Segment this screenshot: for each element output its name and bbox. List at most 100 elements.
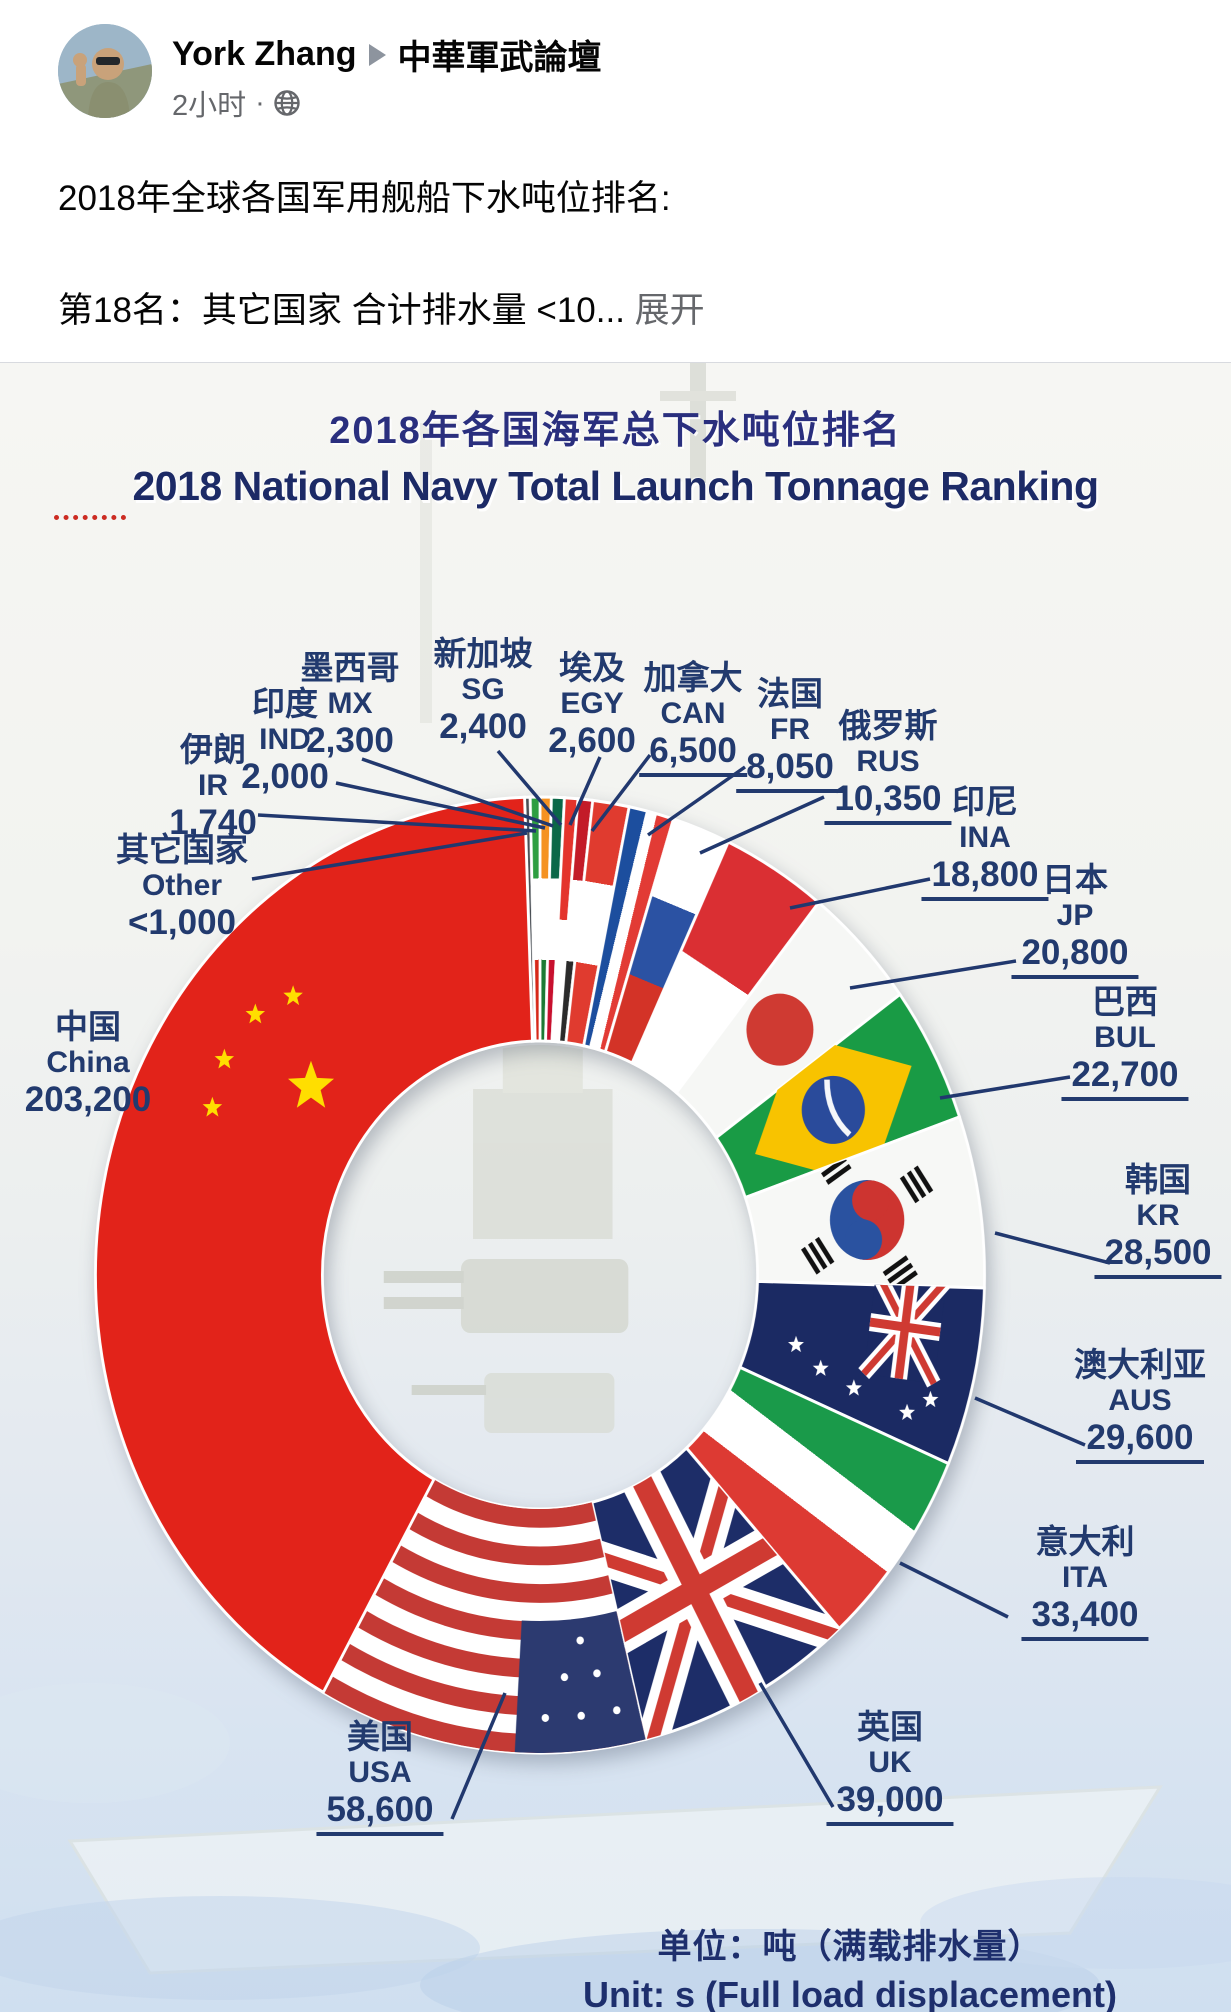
chart-label-FR: 法国 FR 8,050 xyxy=(736,675,844,793)
country-name-zh: 法国 xyxy=(757,675,823,712)
avatar[interactable] xyxy=(58,24,152,118)
chart-label-KR: 韩国 KR 28,500 xyxy=(1094,1161,1222,1279)
chart-label-INA: 印尼 INA 18,800 xyxy=(921,783,1049,901)
flag-detail-AUS xyxy=(788,1281,952,1420)
donut-ring xyxy=(94,795,986,1755)
country-value: 1,740 xyxy=(169,802,257,842)
chart-label-EGY: 埃及 EGY 2,600 xyxy=(548,649,636,761)
country-value: 28,500 xyxy=(1094,1233,1222,1279)
country-code: KR xyxy=(1136,1198,1180,1232)
leader-line-FR xyxy=(646,765,747,837)
post-time[interactable]: 2小时 xyxy=(172,90,247,122)
country-name-zh: 意大利 xyxy=(1035,1523,1135,1560)
country-code: CAN xyxy=(660,696,726,730)
leader-line-RUS xyxy=(699,795,825,855)
chart-label-USA: 美国 USA 58,600 xyxy=(316,1718,444,1836)
dot-separator: · xyxy=(255,86,265,119)
country-value: 20,800 xyxy=(1011,933,1139,979)
post-text-line2: 第18名：其它国家 合计排水量 <10... 展开 xyxy=(58,291,705,330)
country-code: BUL xyxy=(1094,1020,1156,1054)
chart-title-zh: 2018年各国海军总下水吨位排名 xyxy=(329,410,902,452)
country-name-zh: 新加坡 xyxy=(433,635,533,672)
group-name[interactable]: 中華軍武論壇 xyxy=(397,39,602,77)
country-code: EGY xyxy=(560,686,624,720)
country-code: SG xyxy=(461,672,505,706)
leader-line-IND xyxy=(335,781,546,830)
post-in-group-arrow-icon xyxy=(368,43,386,66)
country-code: INA xyxy=(959,820,1011,854)
chart-label-China: 中国 China 203,200 xyxy=(25,1008,152,1120)
leader-line-EGY xyxy=(568,756,602,826)
country-name-zh: 其它国家 xyxy=(116,831,248,868)
country-code: UK xyxy=(868,1745,912,1779)
country-code: RUS xyxy=(856,744,920,778)
leader-line-Other xyxy=(251,831,528,881)
leader-line-MX xyxy=(361,757,554,828)
chart-label-BUL: 巴西 BUL 22,700 xyxy=(1061,983,1189,1101)
unit-note-en: Unit: s (Full load displacement) xyxy=(582,1974,1118,2012)
flag-detail-USA xyxy=(323,1479,646,1753)
country-value: 22,700 xyxy=(1061,1055,1189,1101)
leader-line-IR xyxy=(257,813,537,833)
donut-chart-canvas xyxy=(0,363,1231,2012)
see-more-link[interactable]: 展开 xyxy=(634,291,705,330)
author-name[interactable]: York Zhang xyxy=(172,35,357,73)
country-code: IR xyxy=(198,768,228,802)
country-name-zh: 英国 xyxy=(857,1708,923,1745)
unit-note-zh: 单位：吨（满载排水量） xyxy=(657,1928,1043,1966)
country-name-zh: 加拿大 xyxy=(643,659,743,696)
leader-line-INA xyxy=(789,877,931,910)
country-value: <1,000 xyxy=(127,902,237,942)
unit-note: 单位：吨（满载排水量） Unit: s (Full load displacem… xyxy=(460,1919,1231,2012)
chart-label-IND: 印度 IND 2,000 xyxy=(241,685,329,797)
globe-icon xyxy=(274,90,300,116)
chart-label-IR: 伊朗 IR 1,740 xyxy=(169,731,257,843)
ship-sketch-decoration xyxy=(0,363,1231,2012)
country-name-zh: 印度 xyxy=(252,685,318,722)
country-code: AUS xyxy=(1108,1383,1172,1417)
leader-line-KR xyxy=(994,1231,1111,1265)
leader-line-UK xyxy=(758,1682,835,1808)
country-value: 2,600 xyxy=(548,720,636,760)
leader-line-AUS xyxy=(974,1396,1086,1447)
country-name-zh: 墨西哥 xyxy=(300,649,400,686)
country-value: 29,600 xyxy=(1074,1418,1206,1464)
country-value: 2,000 xyxy=(241,756,329,796)
country-value: 2,300 xyxy=(306,720,394,760)
chart-label-JP: 日本 JP 20,800 xyxy=(1011,861,1139,979)
chart-label-MX: 墨西哥 MX 2,300 xyxy=(301,649,400,761)
chart-label-Other: 其它国家 Other <1,000 xyxy=(116,831,248,943)
post-text-line1: 2018年全球各国军用舰船下水吨位排名: xyxy=(58,179,671,218)
country-value: 58,600 xyxy=(316,1790,444,1836)
leader-line-CAN xyxy=(590,753,652,833)
avatar-photo xyxy=(58,24,152,118)
country-code: IND xyxy=(259,722,311,756)
country-value: 10,350 xyxy=(824,779,952,825)
chart-label-AUS: 澳大利亚 AUS 29,600 xyxy=(1074,1346,1206,1464)
country-code: FR xyxy=(770,712,810,746)
flag-detail-JP xyxy=(746,993,814,1066)
leader-line-BUL xyxy=(939,1075,1071,1100)
country-value: 2,400 xyxy=(439,706,527,746)
post-image-chart[interactable]: 2018年各国海军总下水吨位排名 2018 National Navy Tota… xyxy=(0,362,1231,2012)
leader-line-ITA xyxy=(899,1561,1009,1619)
country-value: 6,500 xyxy=(639,731,747,777)
chart-label-RUS: 俄罗斯 RUS 10,350 xyxy=(824,707,952,825)
country-name-zh: 韩国 xyxy=(1125,1161,1191,1198)
country-value: 203,200 xyxy=(24,1079,152,1119)
chart-label-SG: 新加坡 SG 2,400 xyxy=(434,635,533,747)
chart-label-UK: 英国 UK 39,000 xyxy=(826,1708,954,1826)
country-code: JP xyxy=(1056,898,1094,932)
country-value: 33,400 xyxy=(1021,1595,1149,1641)
country-code: USA xyxy=(348,1755,412,1789)
country-name-zh: 巴西 xyxy=(1092,983,1158,1020)
country-code: ITA xyxy=(1061,1560,1109,1594)
country-name-zh: 伊朗 xyxy=(180,731,246,768)
country-value: 18,800 xyxy=(921,855,1049,901)
country-value: 39,000 xyxy=(826,1780,954,1826)
donut-segment-China xyxy=(94,795,534,1695)
country-value: 8,050 xyxy=(736,747,844,793)
country-code: Other xyxy=(141,868,222,902)
chart-label-ITA: 意大利 ITA 33,400 xyxy=(1021,1523,1149,1641)
inner-hole-ship-art xyxy=(383,1045,629,1433)
